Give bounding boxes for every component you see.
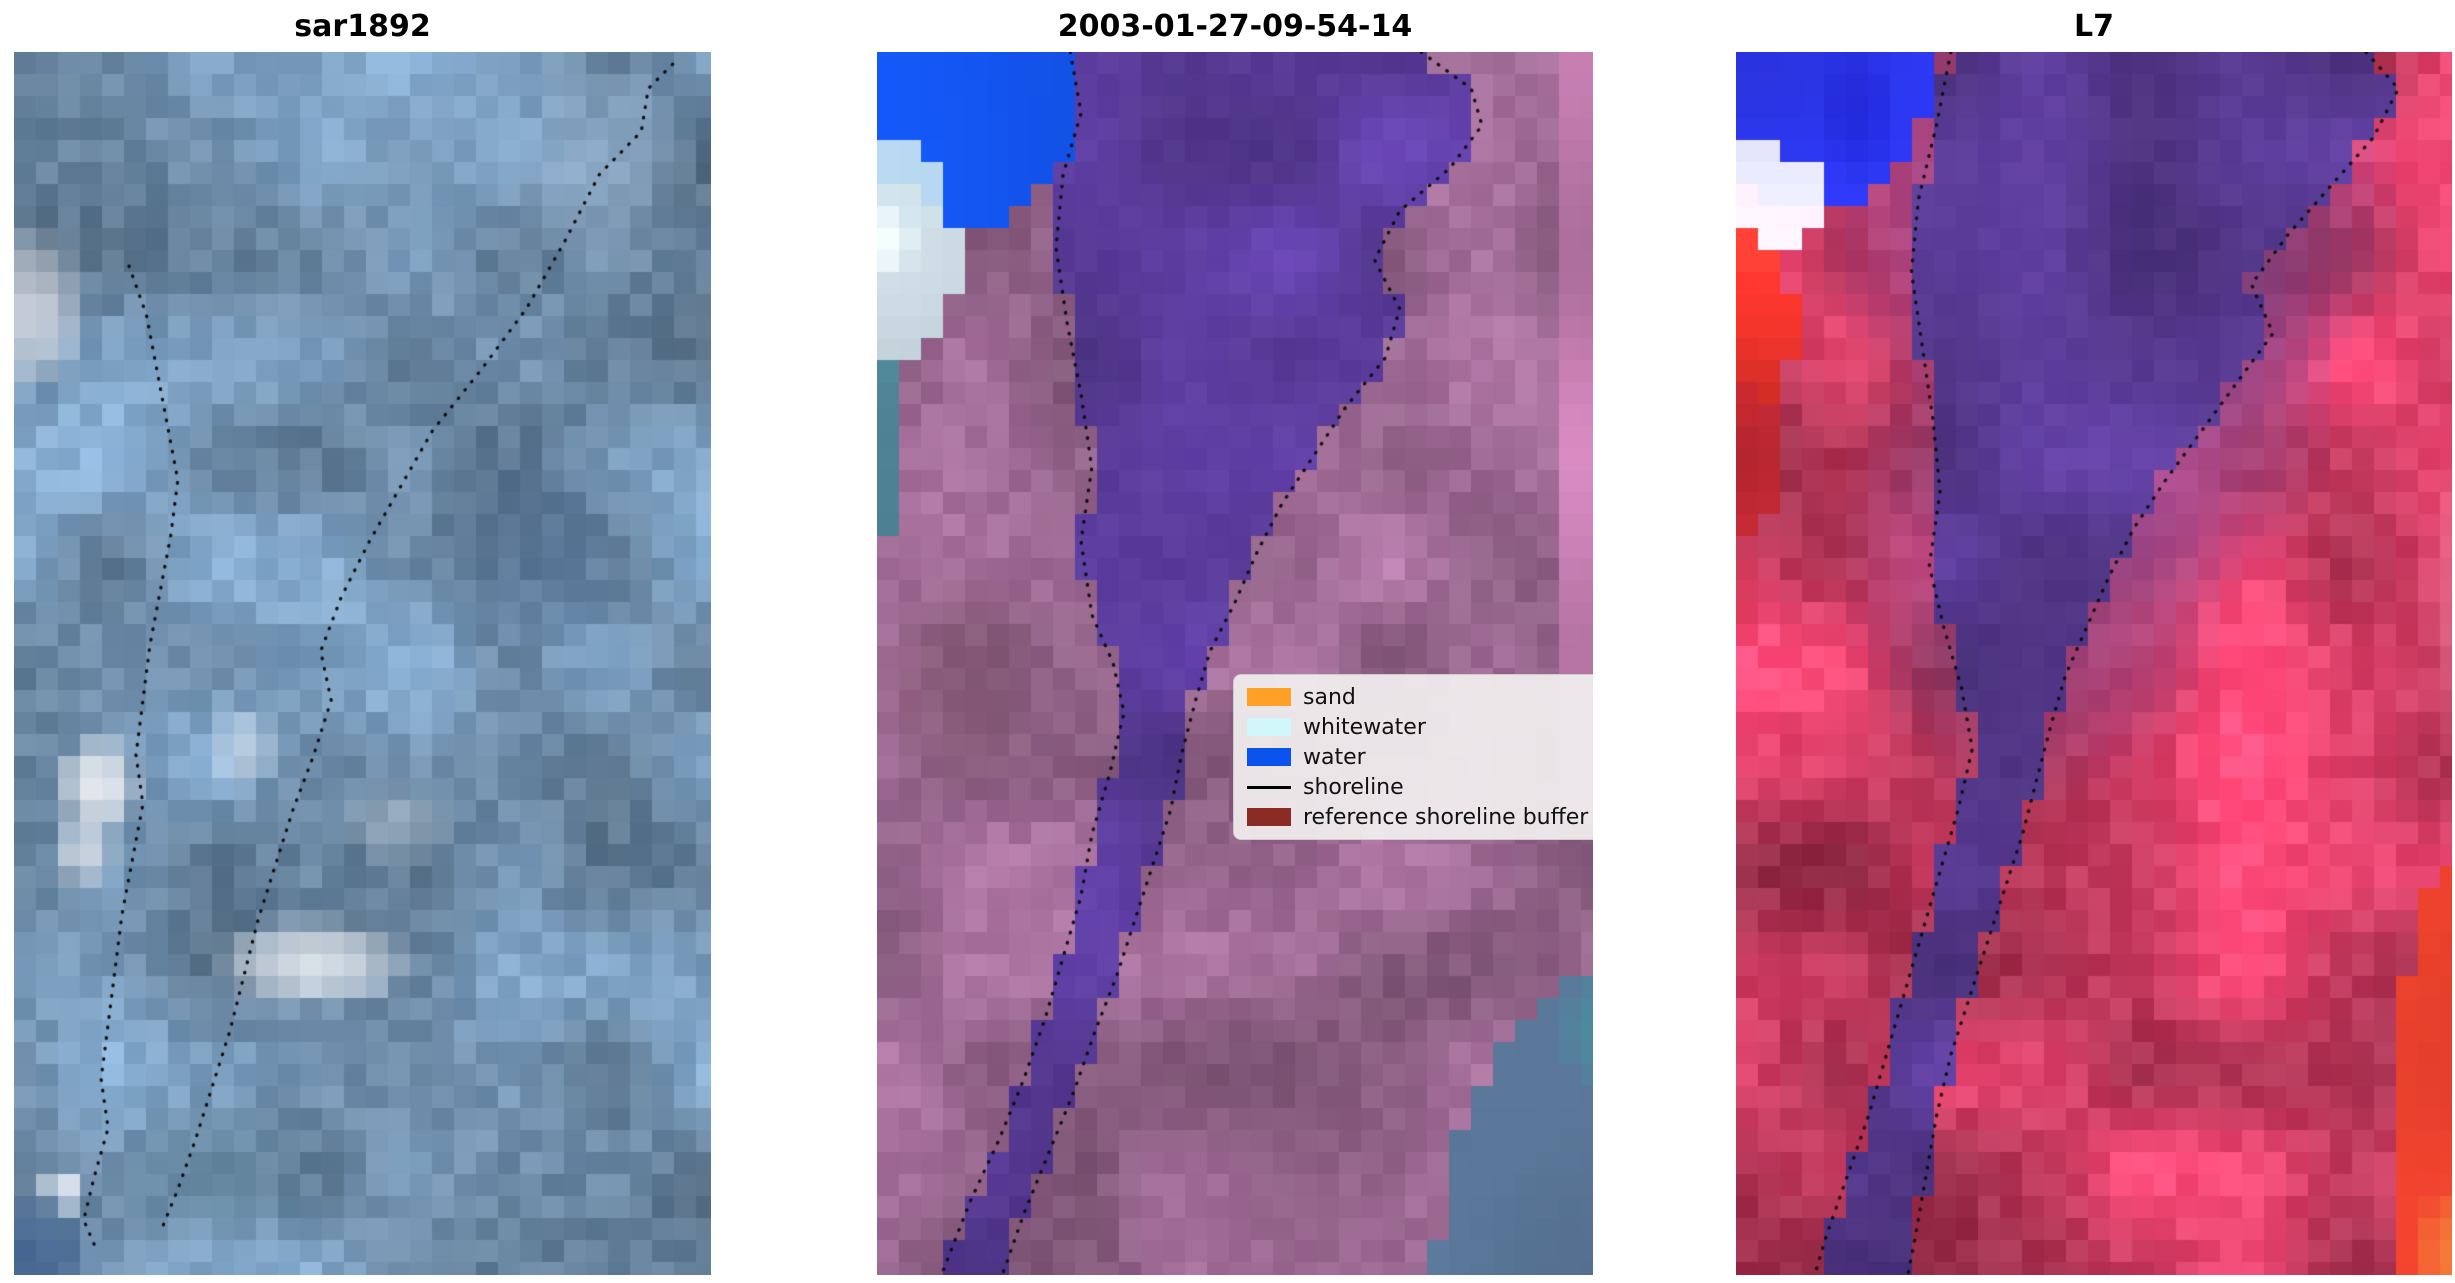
legend-label-shoreline: shoreline [1303,774,1404,800]
legend-swatch-shoreline-line [1247,778,1291,796]
legend-item-water: water [1247,743,1588,771]
panel-sar1892 [14,52,711,1275]
classification-image-canvas [877,52,1593,1275]
legend-swatch-reference-shoreline-buffer [1247,808,1291,826]
panel-l7 [1736,52,2452,1275]
legend-item-whitewater: whitewater [1247,713,1588,741]
legend-label-whitewater: whitewater [1303,714,1426,740]
legend-label-water: water [1303,744,1366,770]
legend-item-shoreline: shoreline [1247,773,1588,801]
legend-swatch-sand [1247,688,1291,706]
legend-item-sand: sand [1247,683,1588,711]
panel-title-l7: L7 [2074,9,2114,44]
legend-swatch-whitewater [1247,718,1291,736]
panel-title-date: 2003-01-27-09-54-14 [1057,9,1413,44]
legend-swatch-water [1247,748,1291,766]
legend-item-reference-shoreline-buffer: reference shoreline buffer [1247,803,1588,831]
legend-box: sand whitewater water shoreline referenc… [1233,674,1593,840]
l7-image-canvas [1736,52,2452,1275]
legend-label-sand: sand [1303,684,1356,710]
panel-classification: sand whitewater water shoreline referenc… [877,52,1593,1275]
panel-title-sar1892: sar1892 [294,9,431,44]
legend-label-reference-shoreline-buffer: reference shoreline buffer [1303,804,1589,830]
sar-image-canvas [14,52,711,1275]
